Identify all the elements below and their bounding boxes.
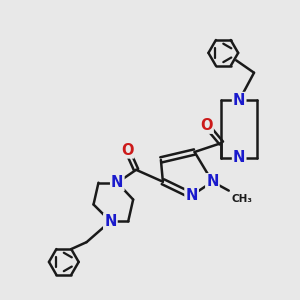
Text: O: O: [200, 118, 213, 133]
Text: N: N: [206, 174, 219, 189]
Text: N: N: [104, 214, 117, 229]
Text: O: O: [121, 142, 134, 158]
Text: N: N: [185, 188, 198, 203]
Text: CH₃: CH₃: [231, 194, 252, 204]
Text: N: N: [233, 93, 245, 108]
Text: N: N: [233, 150, 245, 165]
Text: N: N: [111, 175, 124, 190]
